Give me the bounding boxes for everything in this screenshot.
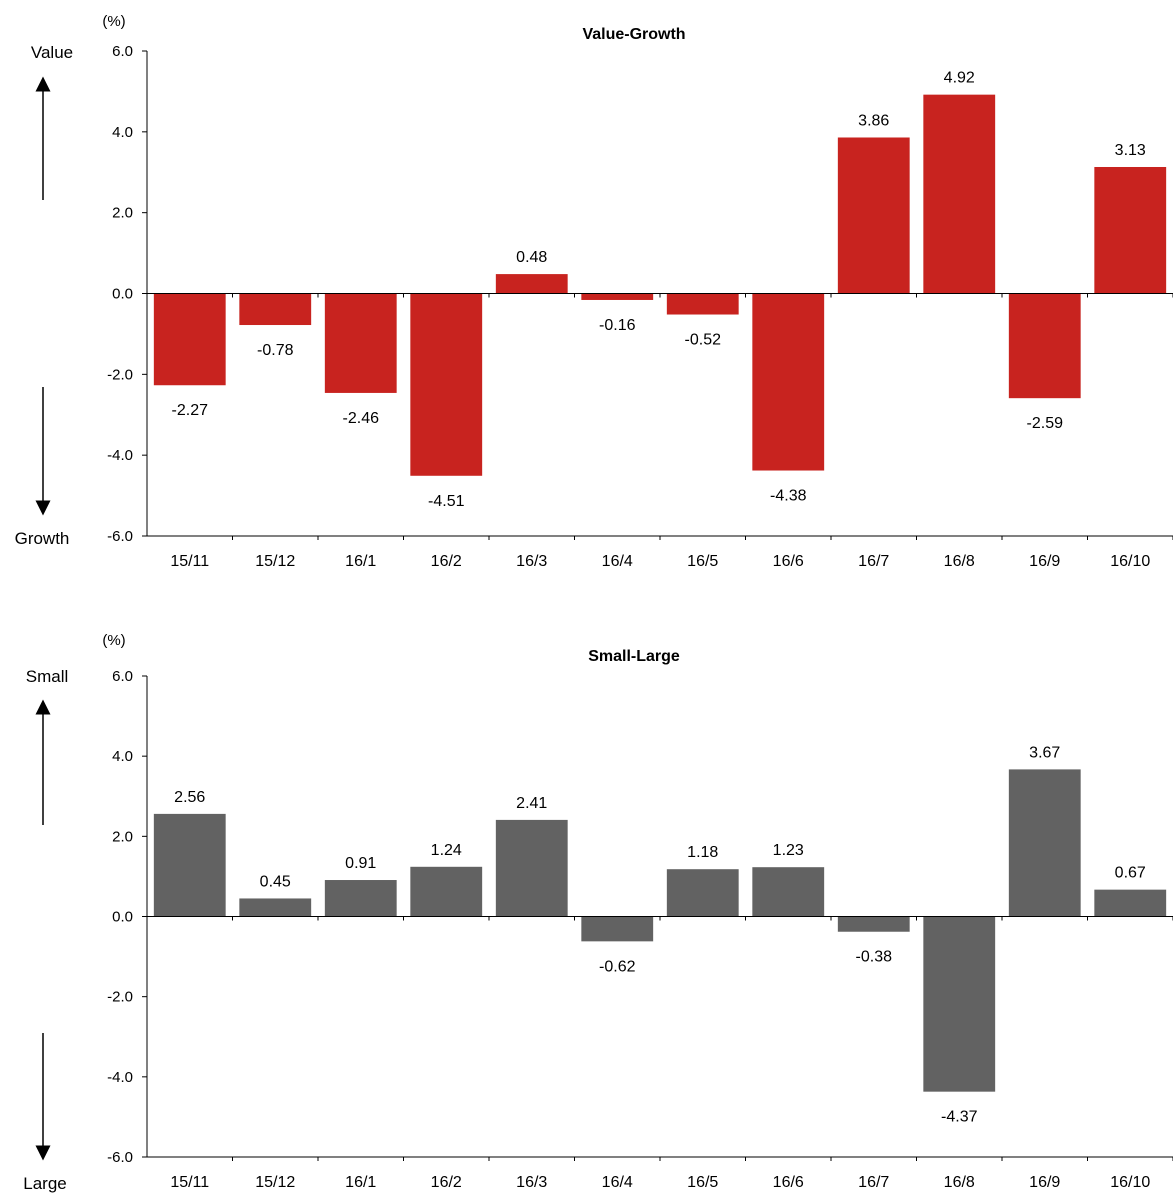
data-label: 0.48 — [516, 249, 547, 266]
x-tick-label: 16/5 — [687, 553, 718, 570]
top-direction-label: Small — [26, 667, 69, 686]
bottom-direction-label: Large — [23, 1174, 66, 1193]
y-tick-label: 4.0 — [112, 124, 133, 141]
data-label: -4.38 — [770, 488, 807, 505]
bar — [1094, 166, 1167, 294]
bar — [495, 274, 568, 294]
x-tick-label: 16/7 — [858, 553, 889, 570]
y-tick-label: -6.0 — [107, 528, 133, 545]
y-tick-label: 6.0 — [112, 43, 133, 60]
data-label: 0.91 — [345, 855, 376, 872]
bar — [410, 293, 483, 476]
x-tick-label: 16/2 — [431, 553, 462, 570]
x-tick-label: 16/5 — [687, 1174, 718, 1191]
x-tick-label: 16/4 — [602, 1174, 633, 1191]
bar — [837, 916, 910, 932]
bar — [666, 293, 739, 315]
bar — [495, 819, 568, 917]
x-tick-label: 16/9 — [1029, 1174, 1060, 1191]
unit-label: (%) — [102, 13, 125, 30]
data-label: -0.78 — [257, 342, 294, 359]
x-tick-label: 16/2 — [431, 1174, 462, 1191]
data-label: 1.24 — [431, 842, 462, 859]
chart-title: Small-Large — [588, 648, 680, 665]
data-label: -0.62 — [599, 958, 636, 975]
bar — [239, 898, 312, 917]
bar — [1008, 293, 1081, 399]
y-tick-label: -4.0 — [107, 447, 133, 464]
x-tick-label: 15/12 — [255, 553, 295, 570]
data-label: -4.37 — [941, 1109, 978, 1126]
data-label: 2.41 — [516, 795, 547, 812]
bar — [923, 916, 996, 1092]
data-label: 1.18 — [687, 844, 718, 861]
bar — [581, 916, 654, 942]
x-tick-label: 16/6 — [773, 1174, 804, 1191]
chart-title: Value-Growth — [582, 26, 685, 43]
data-label: 2.56 — [174, 789, 205, 806]
bar — [752, 293, 825, 471]
bar — [581, 293, 654, 300]
bar — [666, 869, 739, 917]
x-tick-label: 16/6 — [773, 553, 804, 570]
y-tick-label: 4.0 — [112, 748, 133, 765]
x-tick-label: 16/3 — [516, 1174, 547, 1191]
plot-area: 6.0 4.0 2.0 0.0 -2.0 -4.0 -6.0 2.56 0.45 0.91 1.24… — [107, 668, 1173, 1191]
bar — [837, 137, 910, 294]
data-label: 0.45 — [260, 873, 291, 890]
data-label: 4.92 — [944, 70, 975, 87]
bar — [324, 880, 397, 917]
x-tick-label: 16/8 — [944, 553, 975, 570]
x-tick-label: 16/9 — [1029, 553, 1060, 570]
x-tick-label: 16/4 — [602, 553, 633, 570]
x-tick-label: 16/10 — [1110, 1174, 1150, 1191]
data-label: -0.16 — [599, 317, 636, 334]
bar — [1008, 769, 1081, 917]
data-label: 1.23 — [773, 842, 804, 859]
plot-area: 6.0 4.0 2.0 0.0 -2.0 -4.0 -6.0 -2.27 -0.78 -2.46 -… — [107, 43, 1173, 570]
y-tick-label: -6.0 — [107, 1149, 133, 1166]
bar — [153, 813, 226, 917]
bar — [324, 293, 397, 393]
unit-label: (%) — [102, 632, 125, 649]
bar — [410, 866, 483, 917]
x-tick-label: 16/1 — [345, 553, 376, 570]
x-tick-label: 15/12 — [255, 1174, 295, 1191]
data-label: 3.13 — [1115, 142, 1146, 159]
data-label: -0.38 — [856, 949, 893, 966]
bar — [923, 94, 996, 294]
data-label: -2.59 — [1027, 415, 1064, 432]
data-label: -2.27 — [172, 402, 209, 419]
x-tick-label: 16/10 — [1110, 553, 1150, 570]
data-label: -2.46 — [343, 410, 380, 427]
x-tick-label: 15/11 — [170, 1174, 209, 1191]
y-tick-label: -2.0 — [107, 989, 133, 1006]
bar — [239, 293, 312, 326]
x-tick-label: 16/1 — [345, 1174, 376, 1191]
bar — [153, 293, 226, 386]
data-label: 3.67 — [1029, 744, 1060, 761]
data-label: 0.67 — [1115, 865, 1146, 882]
data-label: -4.51 — [428, 493, 465, 510]
y-tick-label: 0.0 — [112, 286, 133, 303]
data-label: 3.86 — [858, 112, 889, 129]
x-tick-label: 16/3 — [516, 553, 547, 570]
bar — [752, 867, 825, 917]
y-tick-label: 2.0 — [112, 205, 133, 222]
x-tick-label: 16/7 — [858, 1174, 889, 1191]
x-tick-label: 16/8 — [944, 1174, 975, 1191]
bar — [1094, 889, 1167, 917]
y-tick-label: 0.0 — [112, 909, 133, 926]
data-label: -0.52 — [685, 332, 722, 349]
top-direction-label: Value — [31, 43, 73, 62]
y-tick-label: -2.0 — [107, 366, 133, 383]
y-tick-label: -4.0 — [107, 1069, 133, 1086]
bottom-direction-label: Growth — [15, 529, 70, 548]
x-tick-label: 15/11 — [170, 553, 209, 570]
chart-value-growth: (%) Value-Growth Value Growth 6.0 4.0 2.0 0… — [15, 13, 1173, 570]
y-tick-label: 2.0 — [112, 828, 133, 845]
chart-small-large: (%) Small-Large Small Large 6.0 4.0 2.0 0.0… — [23, 632, 1173, 1193]
y-tick-label: 6.0 — [112, 668, 133, 685]
